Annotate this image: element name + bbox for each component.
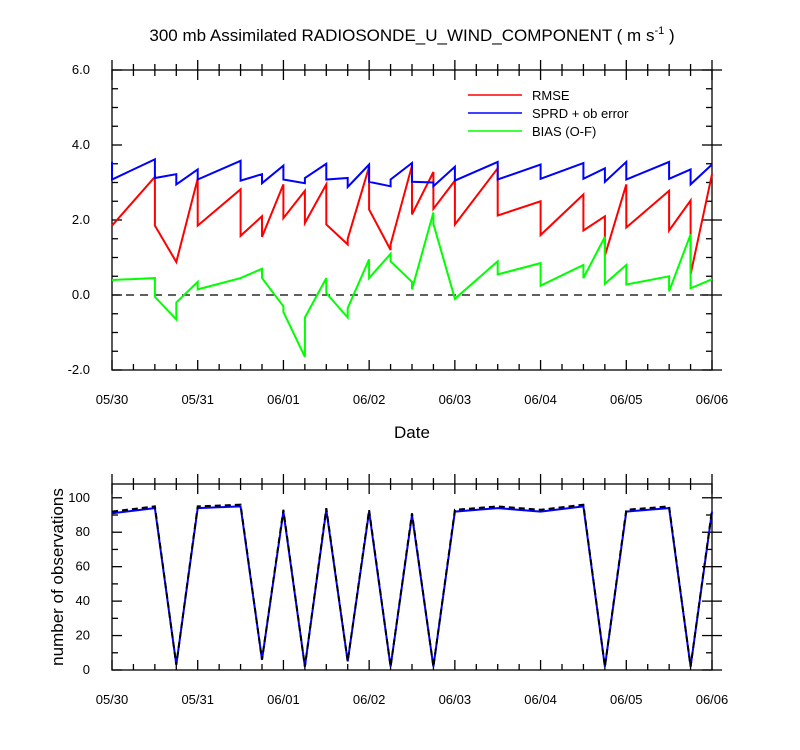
bottom-y-tick-labels: 0 20 40 60 80 100 bbox=[68, 490, 90, 677]
x-tick-label: 06/01 bbox=[267, 692, 300, 707]
y-tick-label: 20 bbox=[76, 628, 90, 643]
top-x-tick-labels: 05/30 05/31 06/01 06/02 06/03 06/04 06/05 06/06 bbox=[96, 392, 729, 407]
y-tick-label: 100 bbox=[68, 490, 90, 505]
x-tick-label: 05/31 bbox=[181, 692, 214, 707]
x-tick-label: 06/05 bbox=[610, 692, 643, 707]
y-tick-label: -2.0 bbox=[68, 362, 90, 377]
top-axis-ticks bbox=[111, 60, 722, 371]
chart-title: 300 mb Assimilated RADIOSONDE_U_WIND_COM… bbox=[149, 25, 674, 45]
bottom-x-tick-labels: 05/30 05/31 06/01 06/02 06/03 06/04 06/05 06/06 bbox=[96, 692, 729, 707]
x-tick-label: 06/01 bbox=[267, 392, 300, 407]
y-tick-label: 80 bbox=[76, 524, 90, 539]
x-axis-title: Date bbox=[394, 423, 430, 442]
x-tick-label: 06/05 bbox=[610, 392, 643, 407]
series-line-sprd-ob-error bbox=[111, 157, 713, 190]
x-tick-label: 06/06 bbox=[696, 692, 729, 707]
x-tick-label: 06/03 bbox=[439, 392, 472, 407]
x-tick-label: 05/31 bbox=[181, 392, 214, 407]
x-tick-label: 06/02 bbox=[353, 392, 386, 407]
y-tick-label: 0 bbox=[83, 662, 90, 677]
top-y-tick-labels: -2.0 0.0 2.0 4.0 6.0 bbox=[68, 62, 90, 377]
legend-label-rmse: RMSE bbox=[532, 88, 570, 103]
x-tick-label: 06/04 bbox=[524, 392, 557, 407]
top-series-group bbox=[111, 157, 713, 358]
bottom-plot-frame bbox=[111, 483, 713, 671]
bottom-axis-ticks bbox=[111, 474, 722, 671]
y-tick-label: 0.0 bbox=[72, 287, 90, 302]
bottom-series-group bbox=[111, 503, 713, 667]
y-tick-label: 2.0 bbox=[72, 212, 90, 227]
x-tick-label: 06/04 bbox=[524, 692, 557, 707]
y-tick-label: 4.0 bbox=[72, 137, 90, 152]
legend-label-bias: BIAS (O-F) bbox=[532, 124, 596, 139]
legend: RMSE SPRD + ob error BIAS (O-F) bbox=[468, 88, 629, 139]
x-tick-label: 06/02 bbox=[353, 692, 386, 707]
bottom-y-axis-title: number of observations bbox=[48, 488, 67, 666]
x-tick-label: 05/30 bbox=[96, 392, 129, 407]
y-tick-label: 60 bbox=[76, 559, 90, 574]
legend-label-sprd: SPRD + ob error bbox=[532, 106, 629, 121]
x-tick-label: 06/06 bbox=[696, 392, 729, 407]
obs-count-line-solid bbox=[111, 505, 713, 667]
series-line-bias-o-f bbox=[111, 212, 713, 358]
x-tick-label: 06/03 bbox=[439, 692, 472, 707]
y-tick-label: 6.0 bbox=[72, 62, 90, 77]
obs-count-line-dashed bbox=[111, 503, 713, 667]
x-tick-label: 05/30 bbox=[96, 692, 129, 707]
y-tick-label: 40 bbox=[76, 593, 90, 608]
